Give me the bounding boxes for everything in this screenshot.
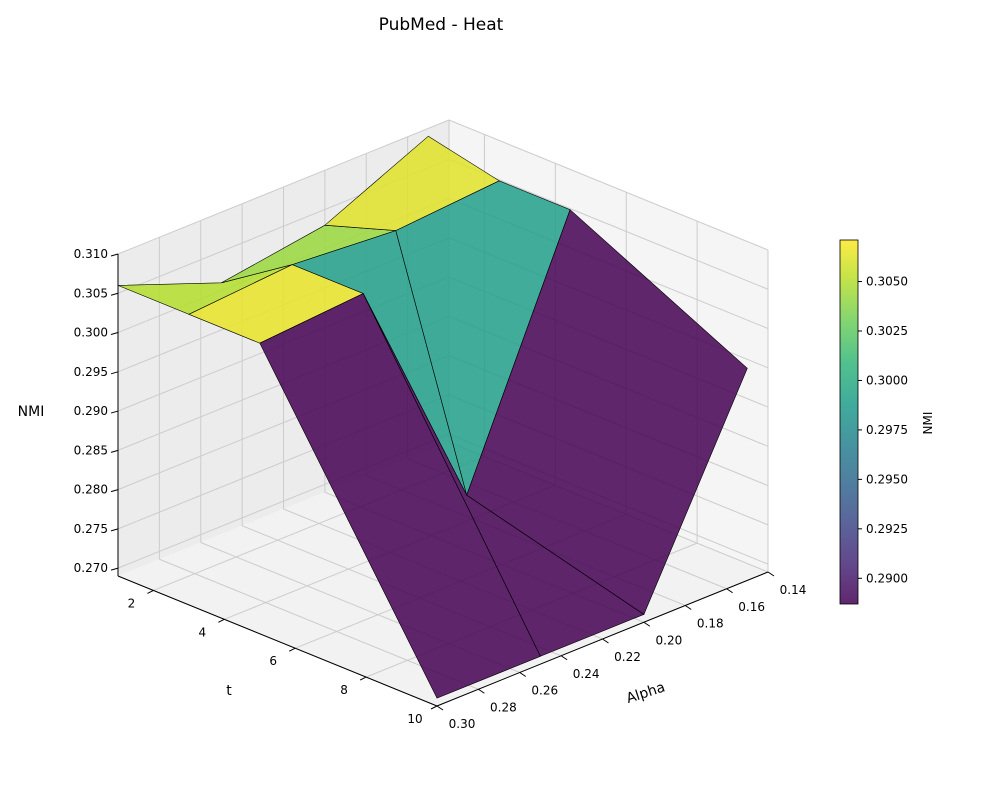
z-tick-label: 0.305 (74, 286, 108, 300)
y-tick-label: 0.18 (697, 617, 724, 631)
surface-plot (117, 135, 748, 699)
x-tick-label: 2 (128, 596, 136, 610)
z-tick-mark (110, 253, 119, 257)
x-tick-mark (288, 647, 296, 652)
z-tick-mark (110, 528, 119, 532)
z-tick-mark (110, 371, 119, 375)
z-tick-mark (110, 489, 119, 493)
y-tick-label: 0.16 (738, 600, 765, 614)
x-tick-label: 8 (340, 683, 348, 697)
z-tick-mark (110, 332, 119, 336)
chart-title: PubMed - Heat (379, 15, 504, 35)
colorbar-tick-label: 0.3025 (866, 324, 908, 338)
surface-patch-2-0 (466, 209, 748, 615)
y-tick-mark (767, 571, 775, 577)
z-tick-mark (110, 567, 119, 571)
y-tick-label: 0.28 (490, 700, 517, 714)
colorbar-tick-label: 0.2900 (866, 571, 908, 585)
x-tick-label: 6 (269, 654, 277, 668)
y-tick-mark (478, 688, 485, 694)
z-tick-label: 0.270 (74, 561, 108, 575)
x-tick-mark (147, 589, 154, 594)
colorbar: 0.2900 0.2925 0.2950 0.2975 0.3000 0.3025 0.30… (839, 239, 908, 605)
y-tick-label: 0.20 (656, 633, 683, 647)
z-tick-mark (110, 449, 119, 453)
y-tick-label: 0.30 (449, 717, 476, 731)
colorbar-tick-label: 0.3000 (866, 373, 908, 387)
z-axis-title: NMI (18, 404, 45, 420)
y-tick-mark (643, 621, 651, 627)
y-tick-mark (560, 655, 568, 661)
grid-right-z-7 (448, 158, 769, 290)
y-tick-mark (436, 705, 444, 711)
grid-right-z-8 (448, 119, 769, 251)
z-tick-label: 0.295 (74, 365, 108, 379)
y-tick-label: 0.22 (614, 650, 641, 664)
y-tick-label: 0.14 (780, 583, 807, 597)
z-tick-label: 0.300 (74, 326, 108, 340)
z-tick-label: 0.310 (74, 247, 108, 261)
x-tick-mark (359, 676, 367, 681)
z-tick-label: 0.290 (74, 404, 108, 418)
z-tick-mark (110, 410, 119, 414)
colorbar-tick-label: 0.2925 (866, 522, 908, 536)
x-axis-title: t (226, 683, 232, 699)
x-tick-label: 4 (199, 625, 207, 639)
x-tick-mark (430, 705, 438, 710)
colorbar-tick-label: 0.3050 (866, 275, 908, 289)
colorbar-tick-label: 0.2975 (866, 423, 908, 437)
y-axis-title: Alpha (624, 679, 667, 707)
y-tick-label: 0.24 (573, 667, 600, 681)
z-tick-label: 0.285 (74, 443, 108, 457)
x-tick-label: 10 (407, 712, 422, 726)
y-tick-label: 0.26 (531, 684, 558, 698)
y-tick-mark (602, 638, 609, 644)
y-tick-mark (519, 672, 527, 677)
z-tick-label: 0.280 (74, 483, 108, 497)
tick-labels: 2 4 6 8 10 0.14 0.16 0.18 0.20 0.22 0.24 0.26 0.28 0.… (74, 247, 807, 731)
z-tick-label: 0.275 (74, 522, 108, 536)
colorbar-gradient (839, 239, 859, 605)
x-axis-line (117, 575, 438, 707)
y-tick-mark (726, 588, 733, 594)
y-tick-mark (684, 605, 692, 610)
grid-left-z-8 (117, 119, 450, 255)
z-tick-mark (110, 292, 119, 296)
colorbar-title: NMI (921, 412, 935, 435)
colorbar-tick-label: 0.2950 (866, 472, 908, 486)
x-tick-mark (218, 618, 225, 623)
